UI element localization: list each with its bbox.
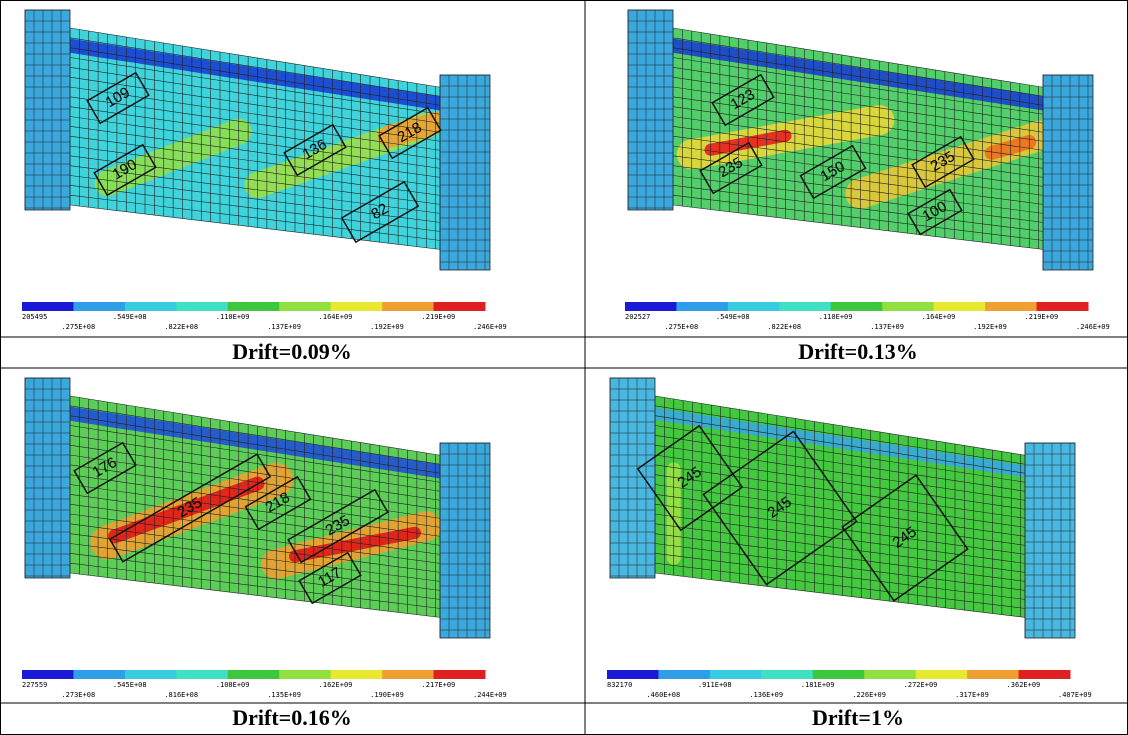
legend-label: .549E+08 <box>113 313 147 321</box>
legend-label: .246E+09 <box>1076 323 1110 331</box>
legend-swatch <box>331 302 383 311</box>
legend-label: .190E+09 <box>370 691 404 699</box>
caption: Drift=0.13% <box>798 339 917 364</box>
legend-swatch <box>22 302 74 311</box>
legend-swatch <box>125 302 177 311</box>
legend-label: .816E+08 <box>164 691 198 699</box>
legend-label: .192E+09 <box>973 323 1007 331</box>
legend-swatch <box>382 670 434 679</box>
legend-label: .275E+08 <box>664 323 698 331</box>
legend-swatch <box>73 670 125 679</box>
caption: Drift=0.16% <box>232 705 351 730</box>
legend-swatch <box>710 670 762 679</box>
legend-label: 227559 <box>22 681 47 689</box>
legend-swatch <box>434 670 486 679</box>
column <box>25 378 70 578</box>
column <box>1025 443 1075 638</box>
legend-swatch <box>831 302 883 311</box>
legend-label: .219E+09 <box>1025 313 1059 321</box>
legend-label: .162E+09 <box>319 681 353 689</box>
legend-label: .164E+09 <box>319 313 353 321</box>
column <box>1043 75 1093 270</box>
legend-swatch <box>985 302 1037 311</box>
legend-swatch <box>916 670 968 679</box>
legend-swatch <box>125 670 177 679</box>
column <box>628 10 673 210</box>
legend-swatch <box>728 302 780 311</box>
legend-swatch <box>779 302 831 311</box>
legend-label: .246E+09 <box>473 323 507 331</box>
legend-swatch <box>934 302 986 311</box>
legend-label: .549E+08 <box>716 313 750 321</box>
legend-swatch <box>864 670 916 679</box>
legend-swatch <box>176 302 228 311</box>
legend-swatch <box>761 670 813 679</box>
legend-label: .317E+09 <box>955 691 989 699</box>
column <box>440 443 490 638</box>
legend-label: .135E+09 <box>267 691 301 699</box>
legend-label: .217E+09 <box>422 681 456 689</box>
legend-label: .545E+08 <box>113 681 147 689</box>
legend-label: .272E+09 <box>904 681 938 689</box>
legend-swatch <box>676 302 728 311</box>
legend-label: .275E+08 <box>61 323 95 331</box>
legend-swatch <box>331 670 383 679</box>
legend-label: 832170 <box>607 681 632 689</box>
legend-label: .110E+09 <box>819 313 853 321</box>
legend-label: .136E+09 <box>749 691 783 699</box>
legend-swatch <box>1019 670 1071 679</box>
legend-label: .460E+08 <box>646 691 680 699</box>
legend-label: .407E+09 <box>1058 691 1092 699</box>
legend-label: .362E+09 <box>1007 681 1041 689</box>
legend-swatch <box>73 302 125 311</box>
legend-swatch <box>625 302 677 311</box>
legend-swatch <box>1037 302 1089 311</box>
legend-label: .181E+09 <box>801 681 835 689</box>
legend-swatch <box>228 302 280 311</box>
legend-label: .226E+09 <box>852 691 886 699</box>
legend-label: .108E+09 <box>216 681 250 689</box>
legend-swatch <box>382 302 434 311</box>
legend-swatch <box>607 670 659 679</box>
legend-swatch <box>279 302 331 311</box>
legend-swatch <box>813 670 865 679</box>
legend-label: 205495 <box>22 313 47 321</box>
column <box>610 378 655 578</box>
legend-label: .219E+09 <box>422 313 456 321</box>
legend-label: .164E+09 <box>922 313 956 321</box>
column <box>440 75 490 270</box>
legend-label: .822E+08 <box>767 323 801 331</box>
legend-label: .192E+09 <box>370 323 404 331</box>
panel: 10919013621882205495.275E+08.549E+08.822… <box>22 10 507 331</box>
panel: 245245245832170.460E+08.911E+08.136E+09.… <box>607 378 1092 699</box>
legend-label: .244E+09 <box>473 691 507 699</box>
legend-swatch <box>22 670 74 679</box>
legend-label: .822E+08 <box>164 323 198 331</box>
legend-label: .110E+09 <box>216 313 250 321</box>
column <box>25 10 70 210</box>
legend-swatch <box>658 670 710 679</box>
legend-label: .273E+08 <box>61 691 95 699</box>
legend-swatch <box>228 670 280 679</box>
legend-swatch <box>434 302 486 311</box>
caption: Drift=0.09% <box>232 339 351 364</box>
caption: Drift=1% <box>812 705 904 730</box>
legend-label: .137E+09 <box>870 323 904 331</box>
figure: 10919013621882205495.275E+08.549E+08.822… <box>0 0 1128 735</box>
legend-label: .911E+08 <box>698 681 732 689</box>
legend-swatch <box>967 670 1019 679</box>
panel: 176235218235117227559.273E+08.545E+08.81… <box>22 378 507 699</box>
legend-swatch <box>279 670 331 679</box>
legend-label: .137E+09 <box>267 323 301 331</box>
legend-label: 202527 <box>625 313 650 321</box>
legend-swatch <box>882 302 934 311</box>
legend-swatch <box>176 670 228 679</box>
